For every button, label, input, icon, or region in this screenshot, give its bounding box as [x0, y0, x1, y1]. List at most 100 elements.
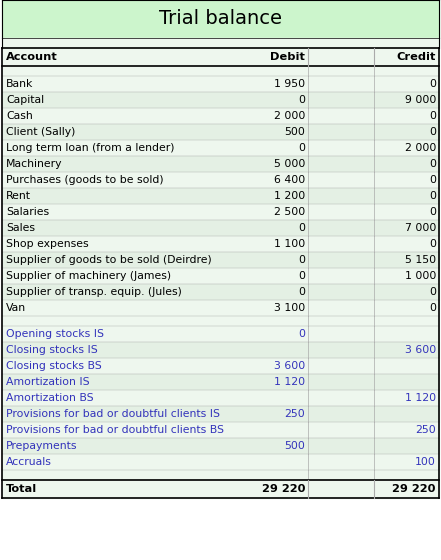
- Bar: [2, 406, 439, 422]
- Text: 500: 500: [284, 441, 305, 451]
- Text: 0: 0: [298, 329, 305, 339]
- Text: Rent: Rent: [6, 191, 31, 201]
- Text: Debit: Debit: [270, 52, 305, 62]
- Text: 1 120: 1 120: [274, 377, 305, 387]
- Text: 100: 100: [415, 457, 436, 467]
- Bar: [2, 204, 439, 220]
- Text: Total: Total: [6, 484, 37, 494]
- Text: Van: Van: [6, 303, 26, 313]
- Bar: [2, 268, 439, 284]
- Text: 0: 0: [429, 207, 436, 217]
- Text: 29 220: 29 220: [262, 484, 305, 494]
- Text: 0: 0: [429, 191, 436, 201]
- Text: 0: 0: [298, 95, 305, 105]
- Text: 0: 0: [429, 175, 436, 185]
- Text: 6 400: 6 400: [274, 175, 305, 185]
- Text: 9 000: 9 000: [405, 95, 436, 105]
- Text: 0: 0: [429, 127, 436, 137]
- Text: Salaries: Salaries: [6, 207, 49, 217]
- Text: Bank: Bank: [6, 79, 34, 89]
- Text: 5 150: 5 150: [405, 255, 436, 265]
- Text: Opening stocks IS: Opening stocks IS: [6, 329, 104, 339]
- Bar: [2, 358, 439, 374]
- Text: 0: 0: [298, 271, 305, 281]
- Text: Cash: Cash: [6, 111, 33, 121]
- Text: Credit: Credit: [396, 52, 436, 62]
- Text: 1 100: 1 100: [274, 239, 305, 249]
- Text: Supplier of transp. equip. (Jules): Supplier of transp. equip. (Jules): [6, 287, 182, 297]
- Text: 0: 0: [298, 287, 305, 297]
- Bar: [2, 66, 439, 76]
- Text: 7 000: 7 000: [405, 223, 436, 233]
- Bar: [2, 470, 439, 480]
- Text: 2 000: 2 000: [273, 111, 305, 121]
- Text: 3 600: 3 600: [405, 345, 436, 355]
- Bar: [2, 236, 439, 252]
- Bar: [2, 0, 439, 38]
- Text: 0: 0: [429, 239, 436, 249]
- Text: 0: 0: [298, 255, 305, 265]
- Bar: [2, 422, 439, 438]
- Text: 0: 0: [298, 143, 305, 153]
- Text: 0: 0: [429, 303, 436, 313]
- Text: 2 500: 2 500: [274, 207, 305, 217]
- Text: 0: 0: [429, 111, 436, 121]
- Text: Supplier of goods to be sold (Deirdre): Supplier of goods to be sold (Deirdre): [6, 255, 212, 265]
- Bar: [2, 108, 439, 124]
- Text: Amortization BS: Amortization BS: [6, 393, 93, 403]
- Bar: [2, 390, 439, 406]
- Text: Closing stocks BS: Closing stocks BS: [6, 361, 102, 371]
- Bar: [2, 124, 439, 140]
- Text: Client (Sally): Client (Sally): [6, 127, 75, 137]
- Bar: [2, 76, 439, 92]
- Bar: [2, 252, 439, 268]
- Text: Machinery: Machinery: [6, 159, 63, 169]
- Text: Supplier of machinery (James): Supplier of machinery (James): [6, 271, 171, 281]
- Bar: [2, 326, 439, 342]
- Bar: [2, 220, 439, 236]
- Text: 1 120: 1 120: [405, 393, 436, 403]
- Text: Accruals: Accruals: [6, 457, 52, 467]
- Bar: [2, 92, 439, 108]
- Text: 1 200: 1 200: [274, 191, 305, 201]
- Text: Amortization IS: Amortization IS: [6, 377, 90, 387]
- Bar: [2, 438, 439, 454]
- Text: Account: Account: [6, 52, 58, 62]
- Text: Trial balance: Trial balance: [159, 10, 282, 29]
- Text: 1 000: 1 000: [405, 271, 436, 281]
- Text: Sales: Sales: [6, 223, 35, 233]
- Bar: [2, 316, 439, 326]
- Text: 3 100: 3 100: [274, 303, 305, 313]
- Bar: [2, 300, 439, 316]
- Bar: [2, 48, 439, 66]
- Text: 0: 0: [429, 159, 436, 169]
- Text: 29 220: 29 220: [392, 484, 436, 494]
- Text: 0: 0: [298, 223, 305, 233]
- Text: 5 000: 5 000: [273, 159, 305, 169]
- Text: 0: 0: [429, 79, 436, 89]
- Text: Closing stocks IS: Closing stocks IS: [6, 345, 98, 355]
- Bar: [2, 480, 439, 498]
- Text: 3 600: 3 600: [274, 361, 305, 371]
- Bar: [2, 374, 439, 390]
- Bar: [2, 156, 439, 172]
- Bar: [2, 38, 439, 48]
- Text: 0: 0: [429, 287, 436, 297]
- Text: Long term loan (from a lender): Long term loan (from a lender): [6, 143, 175, 153]
- Bar: [2, 188, 439, 204]
- Bar: [2, 342, 439, 358]
- Text: Purchases (goods to be sold): Purchases (goods to be sold): [6, 175, 164, 185]
- Bar: [2, 140, 439, 156]
- Bar: [2, 454, 439, 470]
- Text: 1 950: 1 950: [274, 79, 305, 89]
- Bar: [2, 172, 439, 188]
- Text: 250: 250: [284, 409, 305, 419]
- Bar: [2, 284, 439, 300]
- Text: Provisions for bad or doubtful clients BS: Provisions for bad or doubtful clients B…: [6, 425, 224, 435]
- Text: 500: 500: [284, 127, 305, 137]
- Text: Prepayments: Prepayments: [6, 441, 78, 451]
- Text: 250: 250: [415, 425, 436, 435]
- Text: 2 000: 2 000: [405, 143, 436, 153]
- Text: Provisions for bad or doubtful clients IS: Provisions for bad or doubtful clients I…: [6, 409, 220, 419]
- Text: Shop expenses: Shop expenses: [6, 239, 89, 249]
